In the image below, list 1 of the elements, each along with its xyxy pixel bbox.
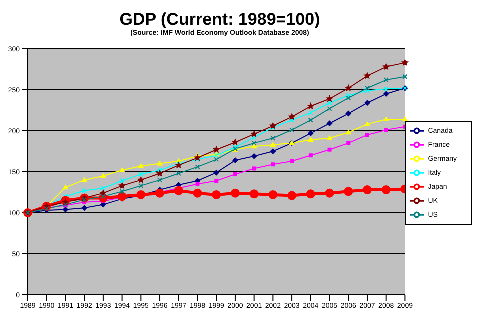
chart-title: GDP (Current: 1989=100)	[118, 10, 322, 30]
